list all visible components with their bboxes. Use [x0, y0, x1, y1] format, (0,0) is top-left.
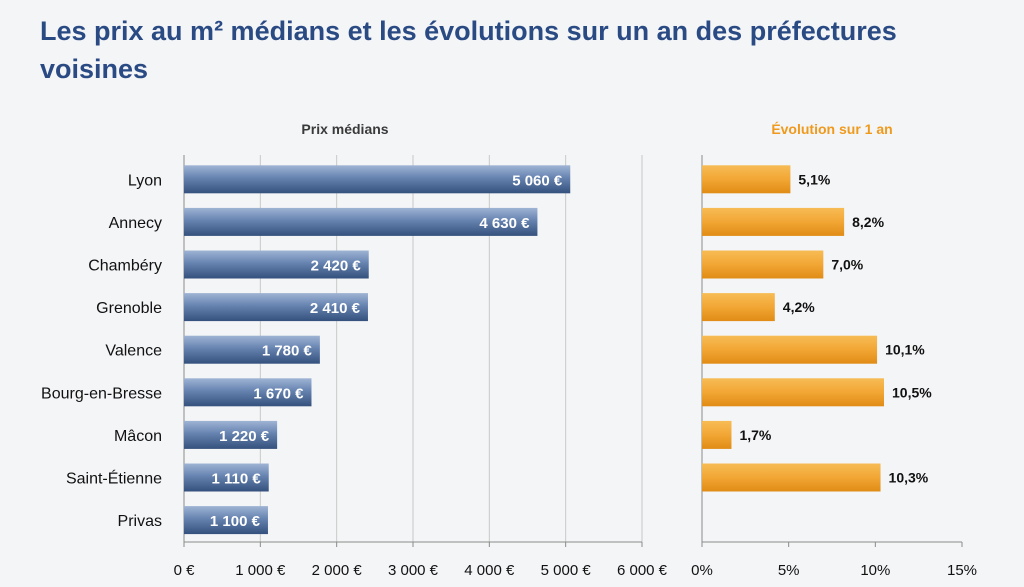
price-bar [184, 378, 312, 407]
evolution-bar-chart: Évolution sur 1 an 0% 5% 10% 15% 5,1% 8,2% 7,0%… [691, 121, 977, 579]
evolution-bar [702, 165, 791, 194]
price-value-label: 1 670 € [253, 385, 304, 402]
evolution-value-label: 4,2% [783, 299, 815, 315]
evolution-tick-label: 0% [691, 562, 713, 579]
evolution-value-label: 7,0% [831, 257, 863, 273]
price-bar-chart: Prix médians 0 € 1 000 € 2 000 € 3 000 € 4 00… [41, 121, 668, 579]
price-value-label: 1 100 € [210, 513, 261, 530]
price-value-label: 2 410 € [310, 300, 361, 317]
category-label: Grenoble [96, 300, 162, 317]
price-tick-label: 6 000 € [617, 562, 668, 579]
price-bar [184, 207, 538, 236]
evolution-value-label: 10,3% [889, 470, 929, 486]
price-value-label: 5 060 € [512, 172, 563, 189]
price-bar [184, 293, 368, 322]
price-tick-label: 3 000 € [388, 562, 439, 579]
price-value-label: 1 220 € [219, 428, 270, 445]
price-tick-label: 0 € [174, 562, 196, 579]
evolution-bar [702, 463, 881, 492]
evolution-bar [702, 250, 824, 279]
category-label: Mâcon [114, 428, 162, 445]
price-value-label: 1 780 € [262, 343, 313, 360]
price-tick-label: 4 000 € [464, 562, 515, 579]
evolution-tick-label: 10% [860, 562, 890, 579]
evolution-bar [702, 335, 878, 364]
chart-title: Les prix au m² médians et les évolutions… [40, 16, 897, 84]
price-tick-label: 1 000 € [235, 562, 286, 579]
evolution-tick-label: 15% [947, 562, 977, 579]
evolution-value-label: 1,7% [739, 427, 771, 443]
category-label: Privas [118, 513, 162, 530]
price-bar [184, 165, 571, 194]
price-bar [184, 335, 320, 364]
evolution-value-label: 5,1% [798, 171, 830, 187]
evolution-value-label: 8,2% [852, 214, 884, 230]
price-value-label: 1 110 € [212, 471, 262, 488]
category-label: Bourg-en-Bresse [41, 385, 162, 402]
price-value-label: 2 420 € [311, 258, 362, 275]
evolution-value-label: 10,1% [885, 342, 925, 358]
category-label: Lyon [128, 172, 162, 189]
evolution-bar [702, 293, 775, 322]
evolution-bar [702, 378, 884, 407]
evolution-bar [702, 207, 845, 236]
evolution-chart-title: Évolution sur 1 an [771, 121, 892, 137]
category-label: Annecy [109, 215, 162, 232]
evolution-tick-label: 5% [778, 562, 800, 579]
evolution-value-label: 10,5% [892, 384, 932, 400]
evolution-bar [702, 420, 732, 449]
category-label: Saint-Étienne [66, 469, 162, 488]
price-bar [184, 506, 268, 535]
category-label: Valence [105, 343, 162, 360]
price-bar [184, 250, 369, 279]
price-chart-title: Prix médians [301, 121, 388, 137]
price-bar [184, 463, 269, 492]
category-label: Chambéry [88, 258, 162, 275]
price-value-label: 4 630 € [479, 215, 530, 232]
price-tick-label: 5 000 € [541, 562, 592, 579]
price-tick-label: 2 000 € [312, 562, 363, 579]
price-bar [184, 420, 278, 449]
